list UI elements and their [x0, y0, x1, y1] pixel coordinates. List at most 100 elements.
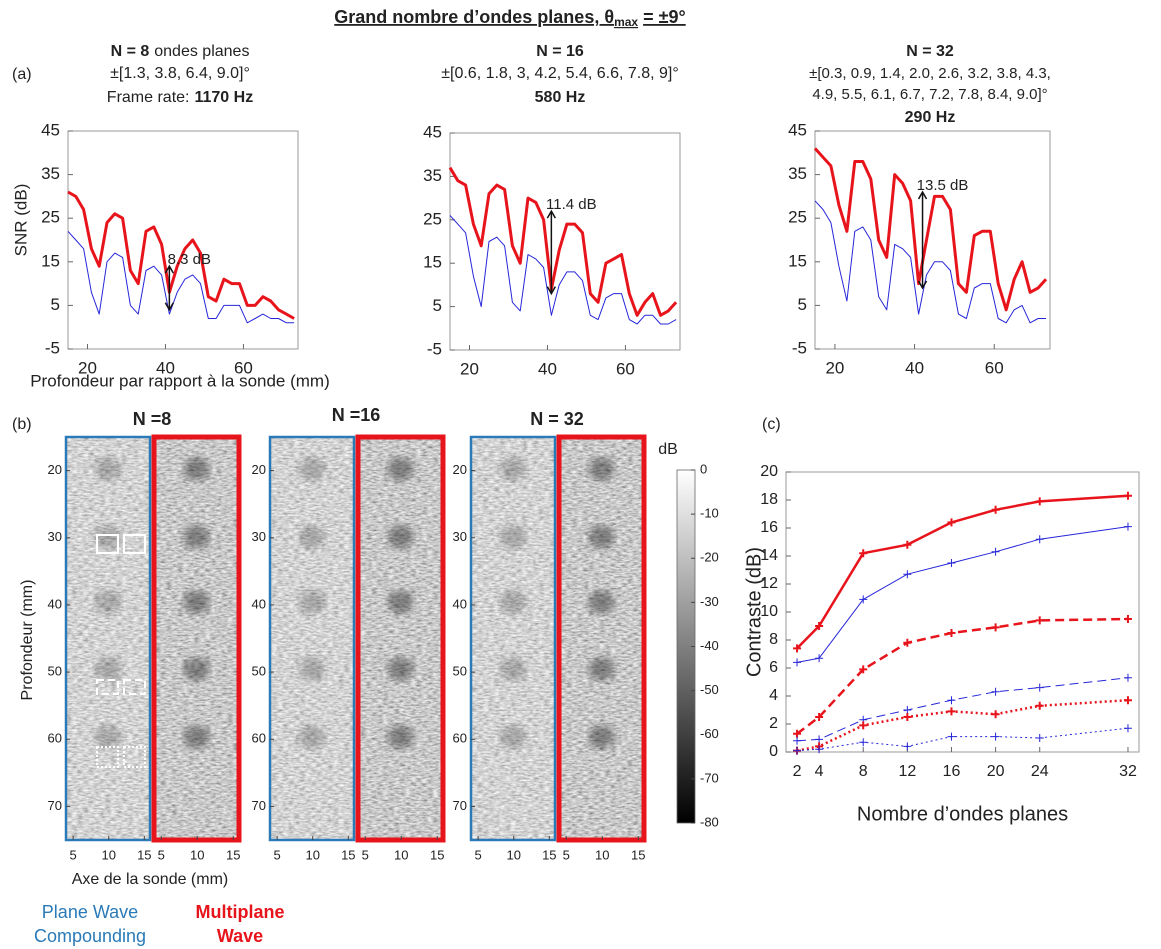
group-title: N =16: [332, 405, 381, 425]
ultrasound-image: [358, 437, 443, 840]
x-tick-label: 60: [985, 358, 1004, 377]
angles: ±[0.3, 0.9, 1.4, 2.0, 2.6, 3.2, 3.8, 4.3…: [809, 65, 1051, 82]
y-axis-label: SNR (dB): [11, 184, 30, 257]
arrow-head: [917, 190, 928, 290]
title-sub: max: [614, 15, 638, 29]
lesion: [588, 657, 615, 681]
y-tick-label: 5: [433, 296, 442, 315]
lesion: [500, 525, 526, 549]
marker: [1035, 616, 1044, 625]
lesion: [387, 590, 414, 614]
y-tick-label: 10: [760, 603, 778, 620]
ultrasound-image: [471, 437, 555, 840]
y-tick-label: 50: [48, 664, 62, 679]
legend-text: Compounding: [34, 926, 146, 946]
series-line: [813, 147, 1048, 312]
lesion: [299, 525, 325, 549]
ultrasound-image: [270, 437, 354, 840]
x-tick-label: 40: [905, 358, 924, 377]
y-tick-label: 0: [769, 743, 778, 760]
series-line: [67, 230, 295, 324]
y-tick-label: 30: [48, 529, 62, 544]
y-tick-label: 2: [769, 715, 778, 732]
rate: 580 Hz: [535, 89, 586, 106]
marker: [815, 735, 824, 744]
lesion: [183, 657, 210, 681]
lesion: [588, 457, 615, 481]
marker: [1123, 522, 1132, 531]
lesion: [299, 657, 325, 681]
marker: [859, 721, 868, 730]
lesion: [183, 457, 210, 481]
roi-boxes: [96, 534, 146, 768]
x-tick-label: 15: [631, 847, 645, 862]
marker: [1123, 696, 1132, 705]
x-tick-label: 15: [226, 847, 240, 862]
marker: [793, 644, 802, 653]
legend-text: Multiplane: [196, 902, 285, 922]
colorbar-tick-label: -40: [700, 638, 719, 653]
lesion: [183, 590, 210, 614]
colorbar-label: dB: [658, 441, 678, 458]
marker: [815, 745, 824, 754]
group-title: N = 32: [530, 409, 584, 429]
x-tick-label: 10: [506, 847, 520, 862]
colorbar-tick-label: -70: [700, 770, 719, 785]
series-line: [796, 698, 1129, 752]
x-tick-label: 15: [430, 847, 444, 862]
x-tick-label: 24: [1031, 763, 1049, 780]
lesion: [500, 725, 526, 749]
colorbar-tick-label: -80: [700, 814, 719, 829]
colorbar-tick-label: -50: [700, 682, 719, 697]
arrow-head: [546, 209, 557, 296]
x-tick-label: 5: [362, 847, 369, 862]
ultrasound-image: [154, 437, 239, 840]
colorbar-tick-label: -30: [700, 594, 719, 609]
legend-text: Wave: [217, 926, 263, 946]
colorbar-tick-label: -10: [700, 506, 719, 521]
y-tick-label: 50: [252, 664, 266, 679]
lesion: [183, 725, 210, 749]
plot-frame: [449, 132, 681, 351]
marker: [859, 738, 868, 747]
marker: [1035, 701, 1044, 710]
x-tick-label: 5: [274, 847, 281, 862]
colorbar-tick-label: 0: [700, 461, 707, 476]
marker: [991, 623, 1000, 632]
annotation: 11.4 dB: [546, 196, 597, 213]
x-tick-label: 16: [943, 763, 961, 780]
marker: [859, 595, 868, 604]
series-line: [448, 166, 678, 317]
lesion: [299, 457, 325, 481]
y-tick-label: -5: [427, 339, 442, 358]
y-axis-label: Contraste (dB): [743, 547, 765, 677]
x-tick-label: 2: [793, 763, 802, 780]
marker: [793, 736, 802, 745]
y-tick-label: 12: [760, 575, 778, 592]
rate: 290 Hz: [905, 109, 956, 126]
marker: [815, 622, 824, 630]
y-tick-label: 35: [41, 164, 60, 183]
image-frame: [556, 434, 647, 843]
panel-label: (a): [12, 66, 32, 83]
y-tick-label: 8: [769, 631, 778, 648]
y-tick-label: 25: [788, 208, 807, 227]
plot-frame: [67, 130, 299, 350]
y-tick-label: 20: [252, 462, 266, 477]
series-line: [796, 617, 1129, 735]
y-tick-label: 40: [453, 596, 467, 611]
series-line: [814, 200, 1046, 324]
lesion: [500, 457, 526, 481]
lesion: [588, 525, 615, 549]
marker: [947, 696, 956, 705]
x-tick-label: 15: [137, 847, 151, 862]
image-frame: [151, 434, 242, 843]
annotation: 13.5 dB: [917, 177, 969, 194]
title-end: = ±9°: [643, 7, 686, 27]
y-tick-label: 40: [48, 596, 62, 611]
n-label: N = 16: [536, 43, 584, 60]
lesion: [299, 725, 325, 749]
series-line: [67, 190, 295, 320]
x-tick-label: 10: [394, 847, 408, 862]
